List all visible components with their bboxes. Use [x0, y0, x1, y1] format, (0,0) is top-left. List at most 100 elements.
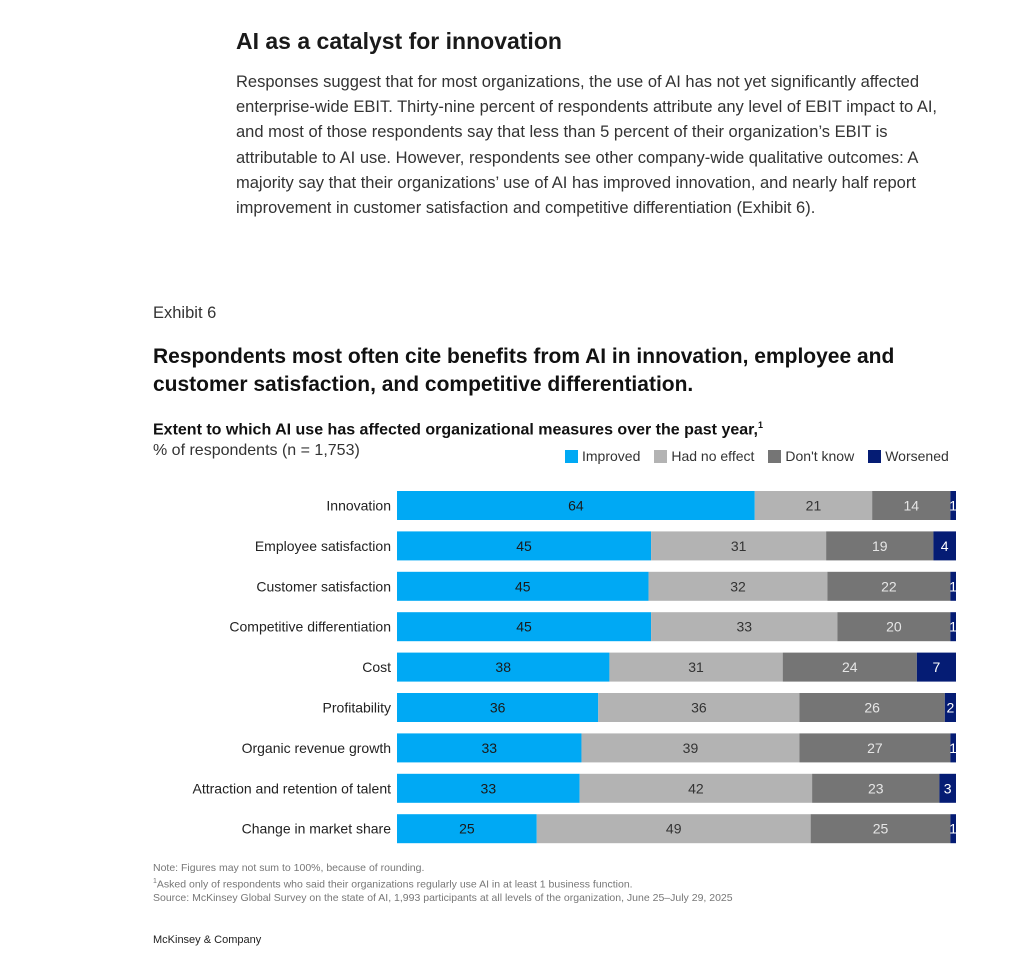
exhibit-label: Exhibit 6: [153, 304, 217, 322]
footnote-marker: 1: [153, 878, 157, 885]
bar-had-no-effect-employee-satisfaction: [651, 531, 827, 561]
section-title: AI as a catalyst for innovation: [236, 28, 562, 54]
legend-label-worsened: Worsened: [885, 448, 949, 464]
data-label-don-t-know-customer-satisfaction: 22: [881, 578, 897, 594]
data-label-don-t-know-attraction-and-retention-of-talent: 23: [868, 780, 884, 796]
bar-improved-organic-revenue-growth: [397, 733, 582, 763]
bar-worsened-organic-revenue-growth: [950, 733, 956, 763]
source-note: Source: McKinsey Global Survey on the st…: [153, 891, 733, 904]
category-label-employee-satisfaction: Employee satisfaction: [255, 538, 391, 554]
bar-had-no-effect-competitive-differentiation: [651, 612, 838, 642]
footnote-text: Asked only of respondents who said their…: [156, 878, 633, 891]
bar-don-t-know-cost: [782, 652, 917, 682]
legend-swatch-worsened: [868, 449, 882, 463]
data-label-had-no-effect-attraction-and-retention-of-talent: 42: [688, 780, 704, 796]
bar-don-t-know-profitability: [799, 693, 945, 722]
data-label-worsened-organic-revenue-growth: 1: [949, 740, 957, 756]
legend-label-no-effect: Had no effect: [671, 448, 755, 464]
data-label-worsened-innovation: 1: [949, 498, 957, 514]
bar-don-t-know-organic-revenue-growth: [799, 733, 951, 763]
chart-units: % of respondents (n = 1,753): [153, 442, 360, 459]
data-label-had-no-effect-employee-satisfaction: 31: [731, 538, 747, 554]
bar-worsened-customer-satisfaction: [950, 571, 956, 601]
bar-don-t-know-competitive-differentiation: [837, 612, 951, 642]
chart-notes: Note: Figures may not sum to 100%, becau…: [153, 862, 733, 905]
data-label-improved-innovation: 64: [568, 498, 584, 514]
category-label-profitability: Profitability: [323, 700, 391, 716]
data-label-had-no-effect-profitability: 36: [691, 700, 707, 716]
data-label-improved-employee-satisfaction: 45: [516, 538, 532, 554]
data-label-improved-organic-revenue-growth: 33: [481, 740, 497, 756]
bar-don-t-know-employee-satisfaction: [826, 531, 934, 561]
bar-improved-customer-satisfaction: [397, 571, 649, 601]
bar-worsened-change-in-market-share: [950, 814, 956, 844]
data-label-improved-competitive-differentiation: 45: [516, 619, 532, 635]
bar-worsened-innovation: [950, 491, 956, 520]
data-label-improved-attraction-and-retention-of-talent: 33: [481, 780, 497, 796]
legend-label-improved: Improved: [582, 448, 641, 464]
data-label-don-t-know-competitive-differentiation: 20: [886, 619, 902, 635]
data-label-don-t-know-change-in-market-share: 25: [873, 821, 889, 837]
legend-label-dont-know: Don't know: [785, 448, 855, 464]
bar-improved-competitive-differentiation: [397, 612, 652, 642]
data-label-worsened-employee-satisfaction: 4: [941, 538, 949, 554]
bar-had-no-effect-change-in-market-share: [536, 814, 811, 844]
brand-footer: McKinsey & Company: [153, 934, 262, 946]
data-label-worsened-competitive-differentiation: 1: [949, 619, 957, 635]
bar-had-no-effect-attraction-and-retention-of-talent: [579, 773, 813, 803]
bar-had-no-effect-customer-satisfaction: [648, 571, 828, 601]
data-label-had-no-effect-organic-revenue-growth: 39: [683, 740, 699, 756]
data-label-had-no-effect-customer-satisfaction: 32: [730, 578, 746, 594]
data-label-don-t-know-employee-satisfaction: 19: [872, 538, 888, 554]
note-rounding: Note: Figures may not sum to 100%, becau…: [153, 862, 425, 874]
data-label-don-t-know-profitability: 26: [864, 700, 880, 716]
data-label-had-no-effect-cost: 31: [688, 659, 704, 675]
category-label-cost: Cost: [362, 659, 391, 675]
bar-improved-profitability: [397, 693, 599, 722]
category-label-customer-satisfaction: Customer satisfaction: [256, 578, 391, 594]
bar-improved-cost: [397, 652, 610, 682]
category-label-attraction-and-retention-of-talent: Attraction and retention of talent: [193, 780, 392, 796]
chart-legend: Improved Had no effect Don't know Worsen…: [565, 448, 949, 464]
data-label-worsened-change-in-market-share: 1: [949, 821, 957, 837]
category-label-competitive-differentiation: Competitive differentiation: [229, 619, 391, 635]
data-label-improved-cost: 38: [495, 659, 511, 675]
legend-swatch-no-effect: [654, 449, 668, 463]
category-label-change-in-market-share: Change in market share: [242, 821, 392, 837]
data-label-worsened-profitability: 2: [947, 700, 955, 716]
legend-item-improved: Improved: [565, 448, 640, 464]
data-label-don-t-know-cost: 24: [842, 659, 858, 675]
data-label-don-t-know-innovation: 14: [903, 498, 919, 514]
bar-don-t-know-innovation: [872, 491, 951, 520]
data-label-worsened-cost: 7: [933, 659, 941, 675]
footnote-1: 1Asked only of respondents who said thei…: [153, 875, 733, 892]
data-label-had-no-effect-competitive-differentiation: 33: [736, 619, 752, 635]
legend-item-worsened: Worsened: [868, 448, 949, 464]
bar-worsened-attraction-and-retention-of-talent: [939, 773, 956, 803]
bar-had-no-effect-profitability: [598, 693, 800, 722]
bar-worsened-employee-satisfaction: [933, 531, 956, 561]
legend-item-dont-know: Don't know: [768, 448, 854, 464]
chart-subtitle: Extent to which AI use has affected orga…: [153, 420, 763, 439]
data-label-worsened-attraction-and-retention-of-talent: 3: [944, 780, 952, 796]
category-label-organic-revenue-growth: Organic revenue growth: [242, 740, 391, 756]
data-label-worsened-customer-satisfaction: 1: [949, 578, 957, 594]
legend-swatch-dont-know: [768, 449, 782, 463]
category-label-innovation: Innovation: [326, 498, 391, 514]
legend-item-no-effect: Had no effect: [654, 448, 754, 464]
bar-had-no-effect-cost: [609, 652, 783, 682]
exhibit-title: Respondents most often cite benefits fro…: [153, 345, 895, 396]
bar-improved-change-in-market-share: [397, 814, 537, 844]
bar-don-t-know-attraction-and-retention-of-talent: [812, 773, 940, 803]
bar-worsened-profitability: [944, 693, 956, 722]
data-label-improved-profitability: 36: [490, 700, 506, 716]
bar-improved-employee-satisfaction: [397, 531, 652, 561]
bar-improved-innovation: [397, 491, 755, 520]
bar-had-no-effect-organic-revenue-growth: [581, 733, 800, 763]
section-body: Responses suggest that for most organiza…: [236, 73, 937, 218]
bar-don-t-know-change-in-market-share: [810, 814, 951, 844]
bar-worsened-cost: [916, 652, 956, 682]
data-label-had-no-effect-innovation: 21: [806, 498, 822, 514]
bar-don-t-know-customer-satisfaction: [827, 571, 951, 601]
